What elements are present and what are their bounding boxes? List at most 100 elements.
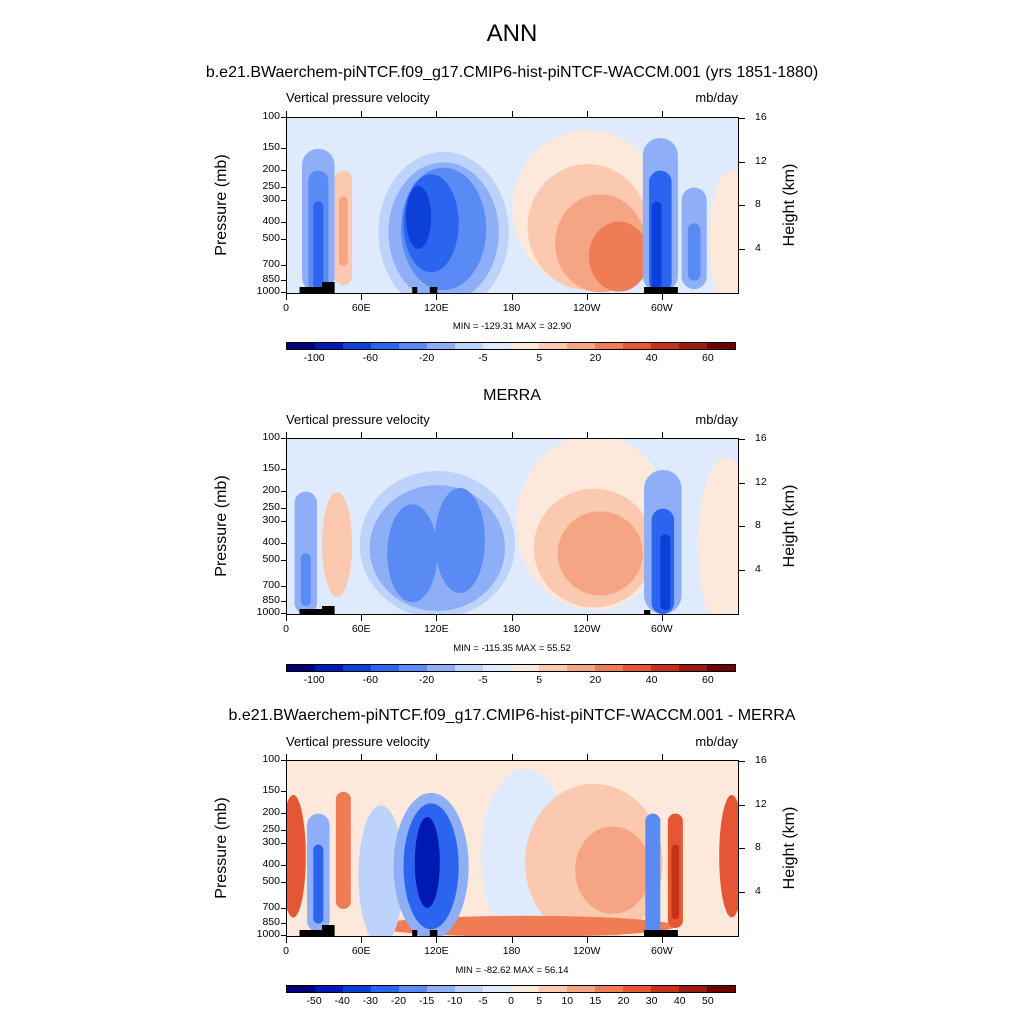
- colorbar-swatch: [651, 343, 679, 349]
- colorbar-label: 5: [536, 352, 543, 364]
- panel-2-units: mb/day: [695, 412, 738, 427]
- panel-3-ylabel-left: Pressure (mb): [213, 797, 230, 899]
- panel-2-pressure-tick-mark: [281, 543, 286, 545]
- panel-3-pressure-tick-mark: [281, 907, 286, 909]
- panel-1-pressure-tick-mark: [281, 200, 286, 202]
- panel-2-lon-tick-mark: [361, 432, 363, 438]
- panel-3-lon-tick-mark: [436, 937, 438, 943]
- colorbar-label: 0: [508, 995, 514, 1007]
- panel-3-lon-tick-mark: [661, 754, 663, 760]
- panel-3-height-tick-mark: [739, 848, 745, 850]
- colorbar-swatch: [455, 986, 483, 992]
- panel-1-height-tick-mark: [739, 248, 745, 250]
- colorbar-label: -30: [362, 995, 378, 1007]
- panel-2-lon-tick: 60E: [351, 623, 371, 635]
- panel-3-stats: MIN = -82.62 MAX = 56.14: [455, 965, 569, 976]
- topography-mask: [322, 282, 335, 293]
- panel-1-stats: MIN = -129.31 MAX = 32.90: [452, 321, 572, 332]
- colorbar-swatch: [707, 343, 735, 349]
- topography-mask: [299, 287, 328, 293]
- panel-3-title: b.e21.BWaerchem-piNTCF.f09_g17.CMIP6-his…: [228, 707, 796, 724]
- colorbar-swatch: [595, 986, 623, 992]
- topography-mask: [429, 930, 438, 936]
- panel-1-lon-tick-mark: [436, 294, 438, 300]
- panel-2-contour: [287, 439, 738, 614]
- negative-column: [645, 813, 661, 936]
- colorbar-label: -20: [390, 995, 407, 1007]
- panel-2-colorbar: [286, 664, 736, 672]
- colorbar-swatch: [483, 343, 511, 349]
- panel-2-lon-tick-mark: [661, 432, 663, 438]
- panel-3-lon-tick: 120E: [424, 945, 449, 957]
- panel-2-lon-tick-mark: [436, 615, 438, 621]
- panel-1-variable: Vertical pressure velocity: [286, 90, 430, 105]
- panel-1-pressure-tick-mark: [281, 279, 286, 281]
- panel-3-pressure-tick: 300: [262, 836, 280, 849]
- panel-2-lon-tick-mark: [286, 432, 287, 438]
- panel-3-height-tick: 16: [755, 754, 767, 767]
- panel-1-pressure-tick-mark: [281, 222, 286, 224]
- panel-2-height-tick: 8: [755, 519, 761, 532]
- colorbar-label: 40: [673, 995, 686, 1007]
- colorbar-swatch: [623, 665, 651, 671]
- panel-2-lon-tick-mark: [361, 615, 363, 621]
- colorbar-label: -20: [419, 352, 435, 364]
- panel-3-pressure-tick-mark: [281, 935, 286, 936]
- panel-3-lon-tick: 60E: [351, 945, 371, 957]
- colorbar-label: 60: [702, 674, 714, 686]
- panel-2-lon-tick-mark: [436, 432, 438, 438]
- panel-2-pressure-tick-mark: [281, 585, 286, 587]
- panel-1-pressure-tick: 1000: [256, 285, 280, 297]
- colorbar-swatch: [399, 986, 427, 992]
- positive-region: [719, 794, 738, 918]
- topography-mask: [299, 930, 328, 936]
- colorbar-swatch: [651, 986, 679, 992]
- colorbar-label: 50: [702, 995, 714, 1007]
- colorbar-label: 20: [589, 352, 602, 364]
- panel-1-lon-tick: 60E: [351, 302, 371, 314]
- colorbar-label: -60: [362, 674, 378, 686]
- panel-3-height-tick-mark: [739, 804, 745, 806]
- panel-1-colorbar: [286, 342, 736, 350]
- panel-3-pressure-tick-mark: [281, 865, 286, 867]
- panel-3-pressure-tick-mark: [281, 843, 286, 845]
- panel-3-variable: Vertical pressure velocity: [286, 734, 430, 749]
- positive-column: [335, 791, 351, 909]
- panel-3-pressure-tick: 150: [262, 783, 280, 796]
- panel-3-lon-tick-mark: [361, 754, 363, 760]
- colorbar-swatch: [539, 665, 567, 671]
- panel-3-pressure-tick: 100: [262, 753, 280, 765]
- ascent-column: [300, 553, 311, 606]
- colorbar-swatch: [343, 665, 371, 671]
- ascent-column: [313, 201, 324, 290]
- negative-region: [358, 805, 404, 936]
- colorbar-label: -5: [478, 674, 488, 686]
- colorbar-swatch: [399, 343, 427, 349]
- panel-1-pressure-tick: 150: [262, 140, 280, 153]
- positive-column: [671, 844, 680, 920]
- descent-column: [338, 196, 348, 266]
- colorbar-swatch: [483, 665, 511, 671]
- panel-3-pressure-tick: 850: [262, 915, 280, 928]
- topography-mask: [299, 609, 325, 614]
- panel-1-pressure-tick-mark: [281, 292, 286, 293]
- colorbar-swatch: [371, 343, 399, 349]
- panel-3-lon-tick-mark: [511, 754, 513, 760]
- panel-3-lon-tick-mark: [586, 937, 588, 943]
- colorbar-swatch: [315, 665, 343, 671]
- panel-2-pressure-tick-mark: [281, 560, 286, 562]
- panel-2-height-tick: 12: [755, 475, 767, 488]
- panel-1-height-tick: 8: [755, 198, 761, 211]
- panel-2-pressure-tick: 200: [262, 483, 280, 496]
- colorbar-swatch: [679, 343, 707, 349]
- panel-3-height-tick: 4: [755, 884, 761, 897]
- panel-1-height-tick: 16: [755, 111, 767, 124]
- colorbar-label: 5: [536, 674, 543, 686]
- panel-1-title: b.e21.BWaerchem-piNTCF.f09_g17.CMIP6-his…: [205, 64, 819, 81]
- panel-3-colorbar: [286, 985, 736, 993]
- colorbar-label: -5: [478, 995, 488, 1007]
- panel-3-pressure-tick: 1000: [256, 928, 280, 940]
- descent-region: [322, 491, 353, 597]
- descent-region: [557, 511, 643, 596]
- panel-1-lon-tick: 0: [283, 302, 289, 314]
